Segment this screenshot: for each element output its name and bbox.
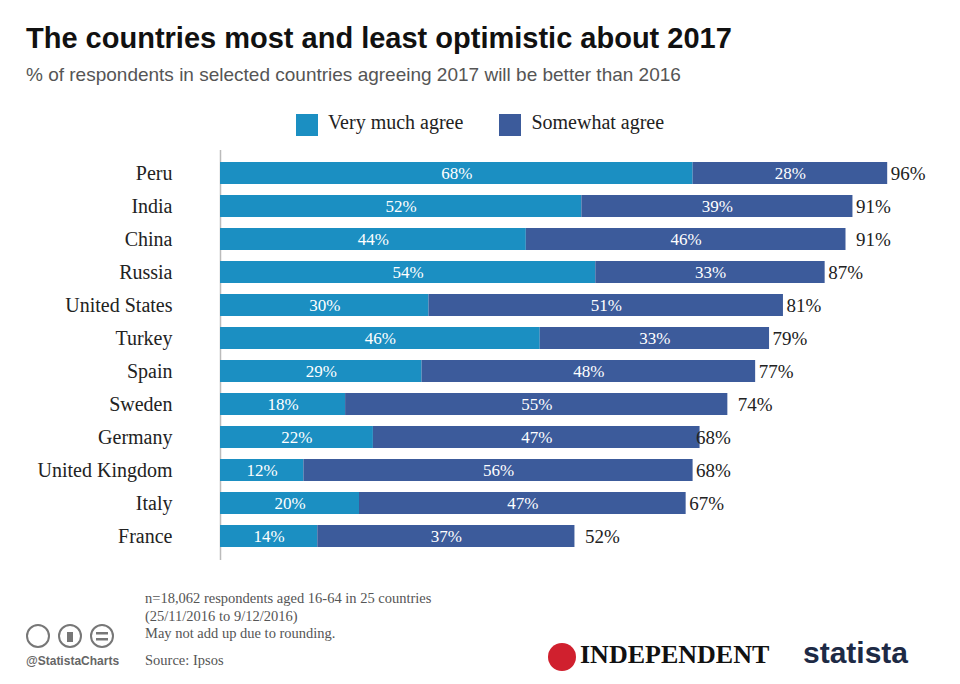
svg-text:33%: 33% (639, 329, 670, 348)
svg-text:68%: 68% (696, 427, 731, 448)
svg-text:Spain: Spain (127, 360, 173, 383)
html-text:INDEPENDENT: INDEPENDENT (580, 640, 770, 669)
svg-text:55%: 55% (521, 395, 552, 414)
svg-text:91%: 91% (856, 229, 891, 250)
svg-text:52%: 52% (386, 197, 417, 216)
svg-text:77%: 77% (759, 361, 794, 382)
svg-text:51%: 51% (591, 296, 622, 315)
svg-text:56%: 56% (483, 461, 514, 480)
svg-text:44%: 44% (358, 230, 389, 249)
svg-text:46%: 46% (365, 329, 396, 348)
svg-text:52%: 52% (585, 526, 620, 547)
svg-text:France: France (118, 525, 173, 547)
html-text:statista: statista (803, 636, 908, 669)
svg-text:United Kingdom: United Kingdom (38, 459, 173, 482)
svg-text:96%: 96% (891, 163, 926, 184)
svg-text:68%: 68% (441, 164, 472, 183)
svg-text:48%: 48% (573, 362, 604, 381)
svg-text:87%: 87% (828, 262, 863, 283)
svg-text:29%: 29% (306, 362, 337, 381)
svg-text:Turkey: Turkey (115, 327, 172, 350)
html-text:Very much agree: Very much agree (327, 111, 464, 134)
svg-text:China: China (125, 228, 173, 250)
svg-text:79%: 79% (773, 328, 808, 349)
svg-text:Sweden: Sweden (109, 393, 172, 415)
svg-text:India: India (131, 195, 172, 217)
html-text:The countries most and least o: The countries most and least optimistic … (26, 22, 732, 54)
svg-text:28%: 28% (775, 164, 806, 183)
html-text:% of respondents in selected c: % of respondents in selected countries a… (26, 64, 681, 85)
svg-text:46%: 46% (671, 230, 702, 249)
html-text:May not add up due to rounding: May not add up due to rounding. (145, 625, 336, 641)
svg-text:54%: 54% (393, 263, 424, 282)
html-text:Somewhat agree: Somewhat agree (531, 111, 665, 134)
html-text:n=18,062 respondents aged 16-6: n=18,062 respondents aged 16-64 in 25 co… (145, 590, 432, 606)
svg-text:United States: United States (65, 294, 172, 316)
svg-text:81%: 81% (786, 295, 821, 316)
html-text:(25/11/2016 to 9/12/2016): (25/11/2016 to 9/12/2016) (145, 607, 298, 624)
svg-text:12%: 12% (247, 461, 278, 480)
svg-text:47%: 47% (507, 494, 538, 513)
svg-text:Peru: Peru (136, 162, 173, 184)
svg-text:91%: 91% (856, 196, 891, 217)
svg-text:37%: 37% (431, 527, 462, 546)
svg-text:Italy: Italy (136, 492, 173, 515)
svg-text:18%: 18% (267, 395, 298, 414)
svg-text:67%: 67% (689, 493, 724, 514)
svg-text:22%: 22% (281, 428, 312, 447)
svg-text:39%: 39% (702, 197, 733, 216)
html-text:@StatistaCharts: @StatistaCharts (26, 654, 120, 668)
svg-text:74%: 74% (738, 394, 773, 415)
svg-text:Russia: Russia (119, 261, 172, 283)
html-text:Source: Ipsos: Source: Ipsos (145, 652, 224, 668)
svg-text:Germany: Germany (98, 426, 172, 449)
svg-text:33%: 33% (695, 263, 726, 282)
svg-text:30%: 30% (309, 296, 340, 315)
svg-text:20%: 20% (274, 494, 305, 513)
svg-text:47%: 47% (521, 428, 552, 447)
svg-text:14%: 14% (254, 527, 285, 546)
svg-text:68%: 68% (696, 460, 731, 481)
